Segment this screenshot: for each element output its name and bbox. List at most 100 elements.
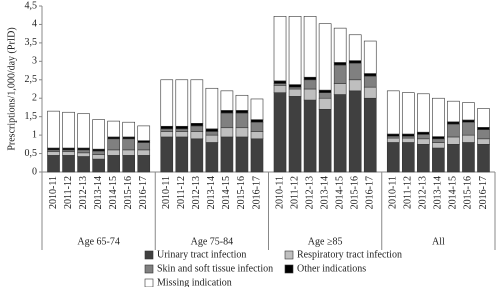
bar-segment (462, 102, 475, 121)
bar-segment (273, 85, 287, 93)
bar-segment (333, 64, 347, 84)
bar-segment (220, 136, 234, 173)
bar-segment (205, 87, 219, 130)
bar-segment (417, 131, 430, 135)
bar-segment (318, 92, 332, 99)
x-tick-label: 2010-11 (388, 176, 399, 209)
bar-segment (447, 123, 460, 138)
bar-segment (462, 119, 475, 123)
y-tick-label: 1,5 (25, 111, 38, 122)
x-tick-label: 2016-17 (251, 176, 262, 209)
group-label: All (432, 236, 445, 247)
bar-segment (220, 112, 234, 129)
bar-segment (160, 136, 174, 173)
x-tick-label: 2012-13 (304, 176, 315, 209)
bar-segment (175, 79, 189, 127)
bar-segment (137, 149, 151, 156)
bar-segment (122, 138, 136, 151)
legend-swatch (144, 264, 154, 274)
bar-segment (288, 88, 302, 97)
bar-segment (401, 92, 415, 135)
bar-segment (363, 40, 377, 74)
bar-segment (348, 62, 362, 81)
bar-segment (318, 23, 332, 91)
bar-segment (432, 136, 445, 140)
x-tick-label: 2015-16 (349, 176, 360, 209)
group-label: Age 75-84 (191, 236, 234, 247)
x-tick-label: 2010-11 (48, 176, 59, 209)
x-tick-label: 2011-12 (63, 176, 74, 209)
bar-segment (288, 84, 302, 88)
bar-segment (447, 121, 460, 125)
x-tick-label: 2015-16 (123, 176, 134, 209)
bar-segment (235, 94, 249, 111)
bar-segment (363, 73, 377, 77)
bar-segment (92, 158, 105, 173)
bar-segment (107, 138, 120, 151)
bar-segment (235, 127, 249, 138)
bar-segment (417, 144, 430, 173)
bar-segment (417, 138, 430, 145)
x-tick-label: 2014-15 (448, 176, 459, 209)
bar-segment (250, 138, 264, 173)
x-tick-label: 2015-16 (236, 176, 247, 209)
bar-segment (250, 131, 264, 140)
legend-swatch (144, 250, 154, 260)
bar-segment (122, 149, 136, 156)
legend-swatch (144, 278, 154, 287)
legend-label: Skin and soft tissue infection (157, 263, 273, 274)
bar-segment (348, 79, 362, 92)
bar-segment (386, 133, 400, 137)
bar-segment (220, 127, 234, 138)
bar-segment (273, 16, 287, 82)
bar-segment (273, 92, 287, 173)
x-tick-label: 2016-17 (478, 176, 489, 209)
x-tick-label: 2014-15 (221, 176, 232, 209)
bar-segment (205, 128, 219, 132)
x-tick-label: 2012-13 (78, 176, 89, 209)
bar-segment (348, 60, 362, 64)
x-tick-label: 2016-17 (138, 176, 149, 209)
bar-segment (288, 96, 302, 173)
bar-segment (363, 75, 377, 88)
bar-segment (303, 16, 317, 78)
bar-segment (220, 90, 234, 111)
x-tick-label: 2014-15 (108, 176, 119, 209)
bar-segment (77, 113, 90, 149)
bar-segment (401, 137, 415, 143)
x-tick-label: 2016-17 (365, 176, 376, 209)
y-tick-label: 3 (32, 56, 37, 67)
bar-segment (348, 90, 362, 173)
x-tick-label: 2015-16 (463, 176, 474, 209)
bar-segment (447, 136, 460, 145)
bar-segment (122, 121, 136, 138)
bar-segment (62, 155, 75, 173)
bar-segment (432, 138, 445, 143)
y-tick-label: 0,5 (25, 148, 38, 159)
bar-segment (432, 142, 445, 149)
bar-segment (160, 125, 174, 130)
bar-segment (401, 142, 415, 173)
bar-segment (47, 110, 60, 149)
bar-segment (175, 128, 189, 132)
x-tick-label: 2010-11 (274, 176, 285, 209)
legend-label: Urinary tract infection (157, 249, 246, 260)
bar-segment (190, 123, 204, 127)
bar-segment (47, 151, 60, 156)
bar-segment (62, 151, 75, 156)
bar-segment (303, 79, 317, 90)
bar-segment (432, 147, 445, 173)
bar-segment (137, 155, 151, 173)
bar-segment (107, 120, 120, 138)
x-tick-label: 2013-14 (433, 176, 444, 209)
y-tick-label: 1 (32, 129, 37, 140)
x-tick-label: 2011-12 (176, 176, 187, 209)
bar-segment (273, 80, 287, 84)
bar-segment (160, 128, 174, 132)
x-tick-label: 2011-12 (289, 176, 300, 209)
bar-segment (62, 111, 75, 149)
x-tick-label: 2013-14 (93, 176, 104, 209)
group-label: Age ≥85 (308, 236, 343, 247)
bar-segment (77, 149, 90, 154)
